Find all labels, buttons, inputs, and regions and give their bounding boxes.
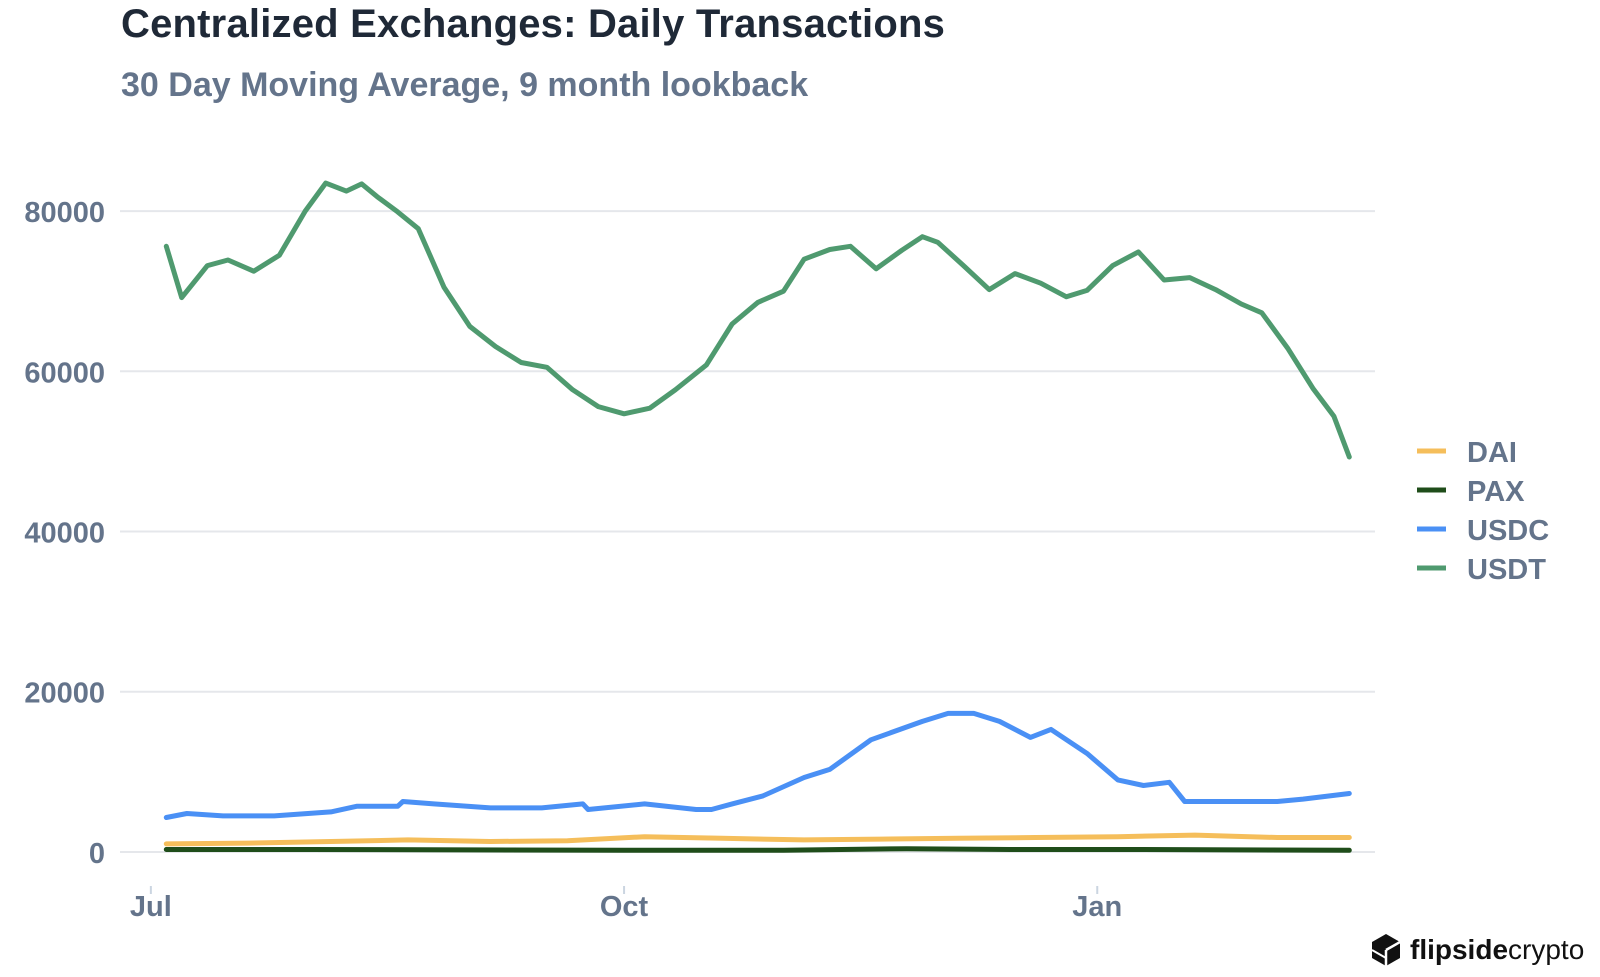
y-tick-label: 80000 bbox=[24, 197, 105, 229]
x-tick-label: Jan bbox=[1072, 891, 1122, 923]
legend: DAI PAX USDC USDT bbox=[1417, 437, 1549, 586]
gridlines bbox=[120, 210, 1375, 853]
series-line-pax bbox=[163, 846, 1352, 853]
series-line-usdc bbox=[163, 710, 1352, 820]
hexagon-cube-logo-icon bbox=[1371, 934, 1401, 966]
x-tick-label: Oct bbox=[600, 891, 649, 923]
chart-subtitle: 30 Day Moving Average, 9 month lookback bbox=[121, 66, 809, 104]
y-axis-ticks: 0 20000 40000 60000 80000 bbox=[24, 197, 105, 870]
x-axis-ticks: Jul Oct Jan bbox=[130, 886, 1122, 923]
legend-label-pax: PAX bbox=[1467, 476, 1525, 508]
y-tick-label: 40000 bbox=[24, 518, 105, 550]
chart-title: Centralized Exchanges: Daily Transaction… bbox=[121, 2, 946, 46]
legend-label-usdc: USDC bbox=[1467, 515, 1549, 547]
legend-label-dai: DAI bbox=[1467, 437, 1517, 469]
y-tick-label: 60000 bbox=[24, 357, 105, 389]
logo-wordmark: flipsidecrypto bbox=[1410, 934, 1584, 966]
logo-brand-light: crypto bbox=[1508, 934, 1585, 965]
x-tick-label: Jul bbox=[130, 891, 172, 923]
series-lines bbox=[163, 180, 1352, 853]
y-tick-label: 0 bbox=[89, 838, 105, 870]
legend-label-usdt: USDT bbox=[1467, 554, 1546, 586]
logo-brand-bold: flipside bbox=[1410, 934, 1509, 965]
series-line-dai bbox=[163, 832, 1352, 847]
y-tick-label: 20000 bbox=[24, 678, 105, 710]
series-line-usdt bbox=[163, 180, 1352, 460]
flipside-crypto-logo: flipsidecrypto bbox=[1370, 930, 1584, 970]
